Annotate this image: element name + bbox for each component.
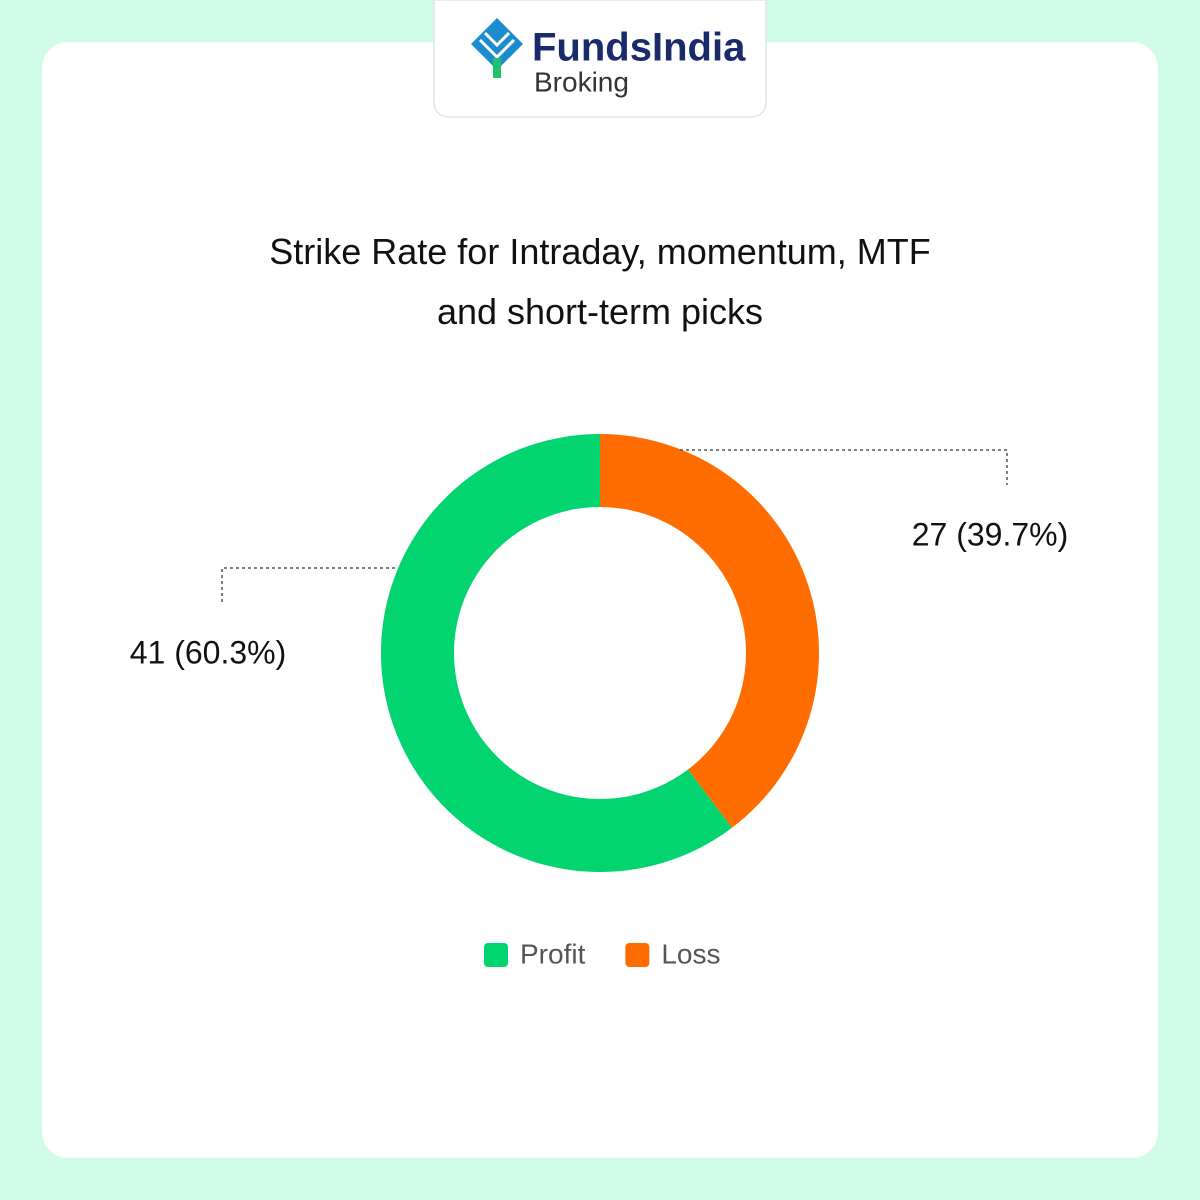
chart-title: Strike Rate for Intraday, momentum, MTF …: [269, 231, 931, 332]
title-box: Strike Rate for Intraday, momentum, MTF …: [269, 231, 931, 332]
donut-slice: [380, 434, 732, 872]
card: [42, 42, 1158, 1158]
logo-icon: [471, 18, 523, 78]
logo-box: [433, 0, 767, 118]
legend-swatch: [625, 943, 650, 967]
legend-swatch: [484, 943, 508, 967]
legend-label: Profit: [520, 938, 586, 969]
donut-slice: [600, 434, 819, 828]
logo-brand: FundsIndia: [532, 26, 746, 70]
data-label: 27 (39.7%): [912, 516, 1069, 552]
data-label: 41 (60.3%): [130, 634, 287, 670]
logo-sub: Broking: [534, 66, 629, 97]
leader-line: [680, 449, 1008, 485]
legend-label: Loss: [661, 938, 720, 969]
